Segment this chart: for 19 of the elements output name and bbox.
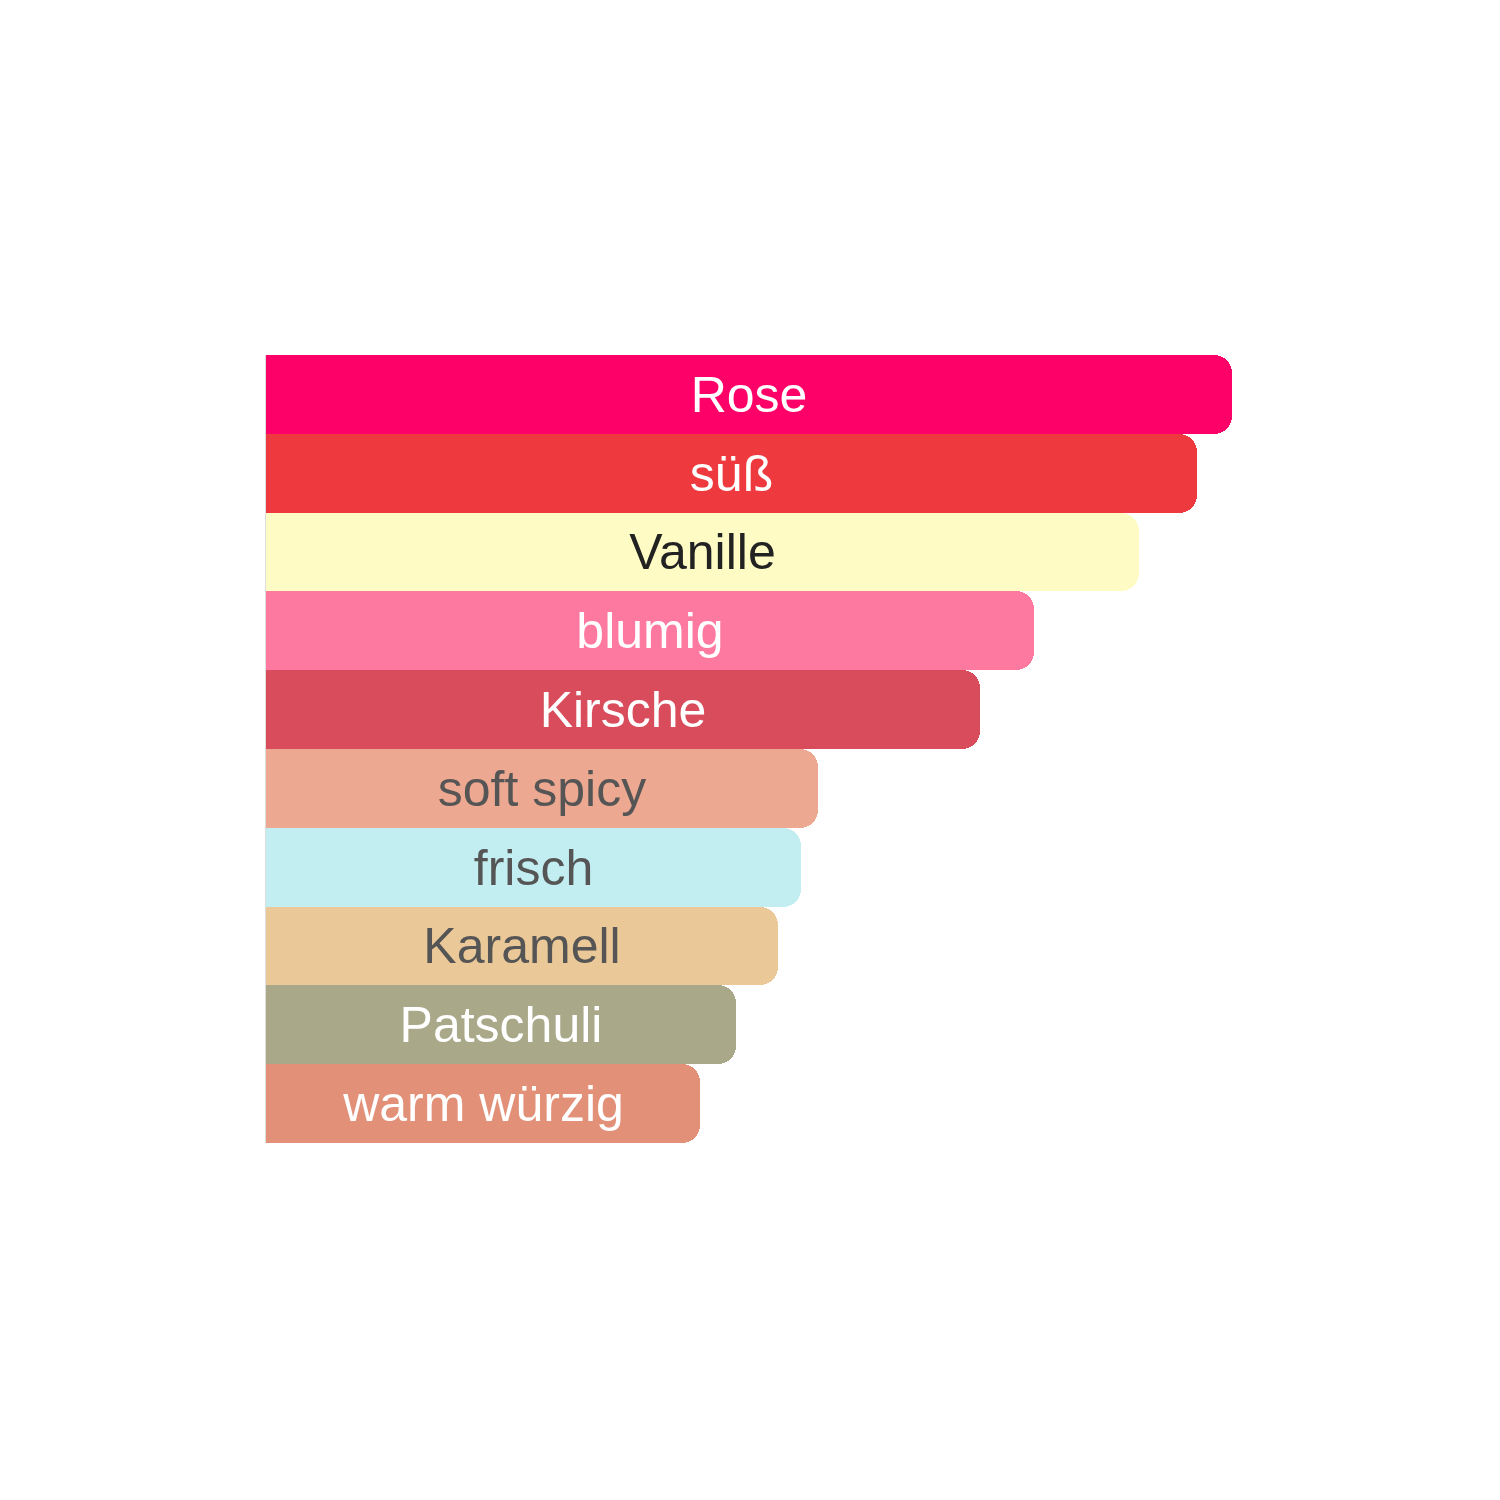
bar [266, 907, 778, 985]
y-tick-label: blumig [576, 602, 724, 659]
y-tick-label: frisch [473, 839, 594, 896]
bar [266, 355, 1232, 434]
bar [266, 670, 980, 749]
bar [266, 985, 736, 1064]
y-tick-label: Karamell [423, 918, 621, 974]
y-tick-label: soft spicy [437, 760, 647, 817]
bar [266, 591, 1034, 670]
bar [266, 513, 1139, 591]
bar [266, 828, 801, 907]
y-tick-label: Kirsche [539, 681, 707, 738]
bar [266, 749, 818, 828]
y-tick-label: warm würzig [342, 1075, 624, 1132]
y-tick-label: süß [689, 445, 774, 502]
y-tick-label: Patschuli [399, 996, 603, 1053]
y-tick-label: Rose [690, 366, 808, 423]
y-tick-label: Vanille [629, 524, 776, 580]
bar [266, 434, 1197, 513]
